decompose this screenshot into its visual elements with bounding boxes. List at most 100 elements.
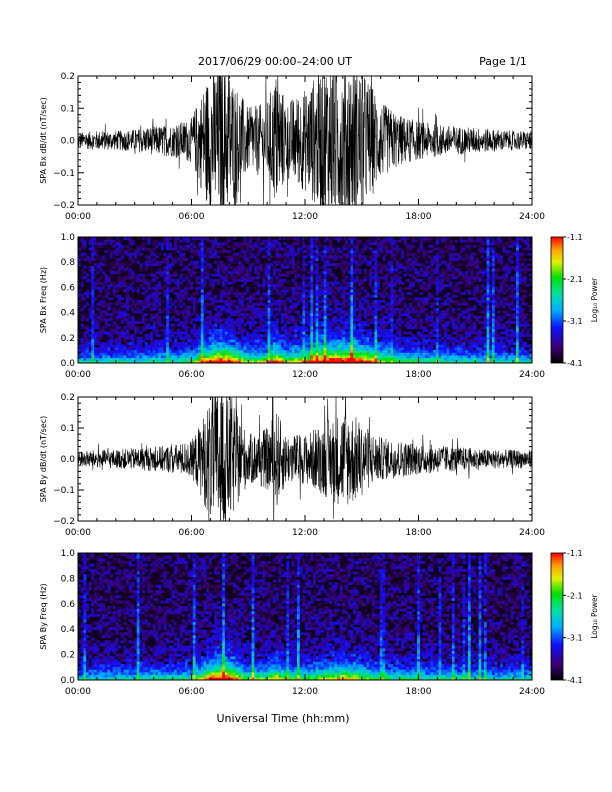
spectrogram-cell (91, 339, 95, 343)
spectrogram-cell (230, 258, 234, 261)
spectrogram-cell (406, 250, 410, 254)
spectrogram-cell (246, 321, 250, 324)
spectrogram-cell (187, 279, 191, 282)
spectrogram-cell (350, 260, 354, 264)
spectrogram-cell (96, 355, 100, 359)
spectrogram-cell (259, 360, 263, 364)
spectrogram-cell (102, 273, 106, 277)
spectrogram-cell (462, 292, 466, 296)
spectrogram-cell (310, 239, 314, 243)
spectrogram-cell (382, 347, 386, 351)
spectrogram-cell (150, 250, 154, 254)
spectrogram-cell (168, 300, 172, 303)
spectrogram-cell (414, 342, 418, 345)
spectrogram-cell (128, 344, 132, 348)
spectrogram-cell (158, 349, 162, 353)
spectrogram-cell (315, 313, 319, 317)
spectrogram-cell (123, 318, 127, 322)
spectrogram-cell (350, 300, 354, 303)
spectrogram-cell (182, 339, 186, 343)
spectrogram-cell (136, 310, 140, 314)
spectrogram-cell (99, 360, 103, 364)
spectrogram-cell (395, 265, 399, 269)
spectrogram-cell (323, 271, 327, 275)
spectrogram-cell (403, 286, 407, 290)
spectrogram-cell (374, 292, 378, 296)
spectrogram-cell (451, 292, 455, 296)
spectrogram-cell (139, 349, 143, 353)
spectrogram-cell (155, 360, 159, 364)
spectrogram-cell (179, 255, 183, 259)
spectrogram-cell (198, 258, 202, 261)
spectrogram-cell (235, 344, 239, 348)
spectrogram-cell (475, 336, 479, 340)
spectrogram-cell (195, 286, 199, 290)
spectrogram-cell (369, 239, 373, 243)
spectrogram-cell (462, 250, 466, 254)
spectrogram-cell (259, 334, 263, 338)
spectrogram-cell (224, 302, 228, 306)
spectrogram-cell (160, 244, 164, 248)
spectrogram-cell (315, 323, 319, 327)
spectrogram-cell (136, 258, 140, 261)
spectrogram-cell (296, 255, 300, 259)
spectrogram-cell (190, 313, 194, 317)
spectrogram-cell (275, 347, 279, 351)
spectrogram-cell (163, 349, 167, 353)
spectrogram-cell (355, 263, 359, 267)
spectrogram-cell (379, 244, 383, 248)
spectrogram-cell (371, 258, 375, 261)
spectrogram-cell (326, 289, 330, 293)
spectrogram-cell (176, 292, 180, 296)
spectrogram-cell (321, 355, 324, 359)
spectrogram-cell (337, 326, 341, 330)
spectrogram-cell (88, 271, 92, 275)
spectrogram-cell (326, 292, 330, 296)
spectrogram-cell (144, 284, 148, 288)
spectrogram-cell (179, 331, 183, 335)
spectrogram-cell (369, 328, 373, 332)
spectrogram-cell (291, 305, 295, 309)
spectrogram-cell (427, 347, 431, 351)
spectrogram-cell (347, 360, 351, 364)
spectrogram-cell (329, 289, 333, 293)
spectrogram-cell (390, 352, 394, 356)
spectrogram-cell (86, 331, 89, 335)
spectrogram-cell (369, 357, 373, 361)
spectrogram-cell (350, 237, 354, 240)
spectrogram-cell (286, 331, 290, 335)
spectrogram-cell (419, 318, 423, 322)
spectrogram-cell (227, 239, 231, 243)
spectrogram-cell (313, 244, 316, 248)
spectrogram-cell (246, 305, 250, 309)
spectrogram-cell (232, 331, 236, 335)
spectrogram-cell (206, 349, 210, 353)
spectrogram-cell (134, 279, 138, 282)
spectrogram-cell (195, 271, 199, 275)
spectrogram-cell (115, 271, 119, 275)
spectrogram-cell (329, 242, 333, 246)
spectrogram-cell (377, 255, 381, 259)
spectrogram-cell (307, 284, 311, 288)
spectrogram-cell (353, 244, 357, 248)
spectrogram-cell (286, 242, 290, 246)
spectrogram-cell (326, 237, 330, 240)
spectrogram-cell (353, 292, 357, 296)
spectrogram-cell (315, 355, 319, 359)
spectrogram-cell (78, 289, 81, 293)
spectrogram-cell (235, 352, 239, 356)
spectrogram-cell (291, 297, 295, 301)
spectrogram-cell (208, 315, 212, 319)
spectrogram-cell (251, 357, 255, 361)
spectrogram-cell (353, 279, 357, 282)
spectrogram-cell (272, 360, 276, 364)
spectrogram-cell (329, 360, 333, 364)
spectrogram-cell (203, 310, 207, 314)
spectrogram-cell (142, 349, 146, 353)
spectrogram-cell (443, 237, 447, 240)
spectrogram-cell (401, 265, 405, 269)
spectrogram-cell (80, 237, 84, 240)
spectrogram-cell (163, 239, 167, 243)
spectrogram-cell (302, 326, 306, 330)
spectrogram-cell (355, 297, 359, 301)
